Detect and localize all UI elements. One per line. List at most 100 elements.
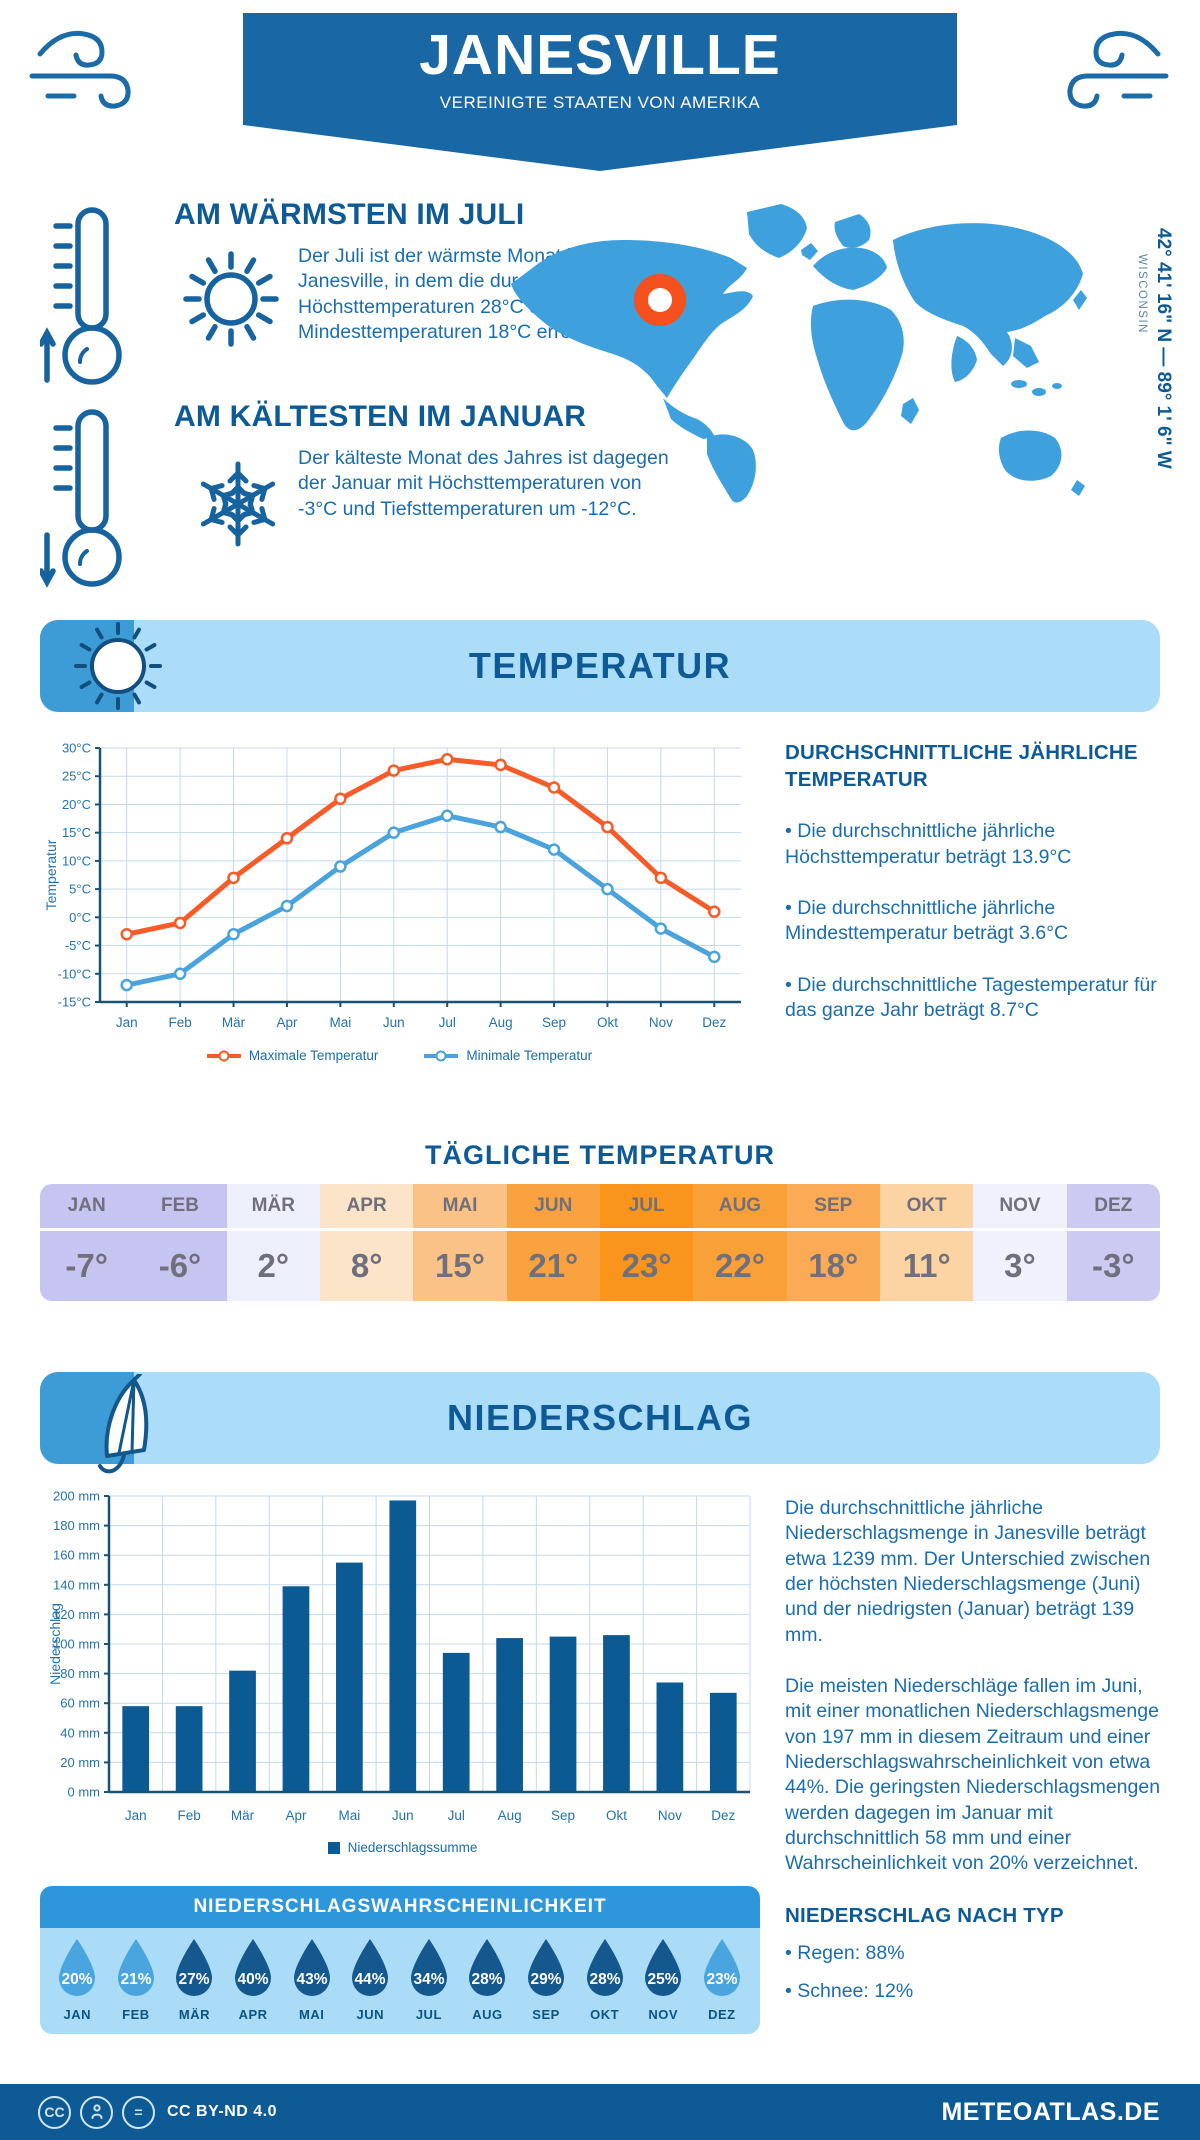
month-temperature-value: 21°	[506, 1231, 600, 1301]
droplet-icon: 23%	[703, 1939, 740, 1996]
svg-text:-5°C: -5°C	[65, 938, 91, 953]
cc-icon: CC	[38, 2095, 71, 2129]
svg-text:Jul: Jul	[448, 1808, 465, 1823]
legend-label: Maximale Temperatur	[248, 1048, 379, 1063]
svg-text:30°C: 30°C	[62, 741, 91, 756]
svg-text:28%: 28%	[472, 1971, 503, 1988]
world-map	[495, 188, 1095, 511]
svg-text:Mai: Mai	[338, 1808, 360, 1823]
svg-text:Feb: Feb	[177, 1808, 200, 1823]
droplet-icon: 21%	[117, 1939, 154, 1996]
probability-droplet: 44% JUN	[341, 1938, 400, 2022]
coldest-body: Der kälteste Monat des Jahres ist dagege…	[298, 447, 669, 520]
svg-text:Sep: Sep	[551, 1808, 575, 1823]
droplet-month-label: AUG	[472, 2007, 503, 2022]
thermometer-up-icon	[38, 202, 128, 399]
droplet-month-label: MÄR	[178, 2007, 211, 2022]
precipitation-type-heading: NIEDERSCHLAG NACH TYP	[785, 1903, 1064, 1927]
table-month-cell: FEB -6°	[133, 1184, 227, 1301]
svg-text:160 mm: 160 mm	[53, 1548, 100, 1563]
probability-droplets: 20% JAN 21% FEB 27% MÄR 40% APR 43% MAI 44% JUN 34% J…	[40, 1928, 760, 2034]
wind-icon	[26, 24, 146, 121]
svg-text:Mai: Mai	[329, 1015, 351, 1030]
svg-text:21%: 21%	[120, 1971, 151, 1988]
svg-text:80 mm: 80 mm	[60, 1666, 100, 1681]
svg-text:-10°C: -10°C	[58, 966, 91, 981]
svg-text:Feb: Feb	[168, 1015, 191, 1030]
month-temperature-value: 3°	[973, 1231, 1067, 1301]
month-label: MÄR	[226, 1184, 320, 1231]
sun-banner-icon	[72, 620, 164, 717]
temperature-section-banner: TEMPERATUR	[40, 620, 1160, 712]
probability-droplet: 43% MAI	[282, 1938, 341, 2022]
svg-text:120 mm: 120 mm	[53, 1607, 100, 1622]
table-month-cell: JUN 21°	[506, 1184, 600, 1301]
legend-label: Niederschlagssumme	[347, 1840, 478, 1855]
location-marker	[634, 274, 686, 326]
month-temperature-value: 15°	[413, 1231, 507, 1301]
svg-text:44%: 44%	[355, 1971, 386, 1988]
droplet-month-label: NOV	[648, 2007, 679, 2022]
equals-icon: =	[122, 2095, 155, 2129]
droplet-month-label: FEB	[122, 2007, 150, 2022]
precipitation-chart-legend: Niederschlagssumme	[45, 1840, 760, 1855]
coordinates-label: 42° 41' 16" N — 89° 1' 6" W	[1153, 228, 1174, 469]
droplet-month-label: MAI	[299, 2007, 325, 2022]
svg-text:Dez: Dez	[702, 1015, 726, 1030]
precipitation-probability-panel: NIEDERSCHLAGSWAHRSCHEINLICHKEIT 20% JAN 21…	[40, 1886, 760, 2034]
svg-text:Dez: Dez	[711, 1808, 735, 1823]
svg-text:Nov: Nov	[658, 1808, 682, 1823]
table-month-cell: OKT 11°	[879, 1184, 974, 1301]
table-month-cell: DEZ -3°	[1066, 1184, 1160, 1301]
precipitation-banner-title: NIEDERSCHLAG	[446, 1397, 754, 1438]
svg-text:10°C: 10°C	[62, 853, 91, 868]
table-month-cell: JUL 23°	[599, 1184, 694, 1301]
sun-icon	[178, 246, 284, 357]
svg-text:Jan: Jan	[125, 1808, 147, 1823]
header-banner	[243, 13, 957, 125]
legend-item: Maximale Temperatur	[206, 1048, 379, 1063]
page-title: JANESVILLE	[419, 23, 781, 87]
month-temperature-value: -3°	[1066, 1231, 1160, 1301]
temperature-chart-legend: Maximale Temperatur Minimale Temperatur	[42, 1048, 757, 1063]
precipitation-para2: Die meisten Niederschläge fallen im Juni…	[785, 1675, 1161, 1875]
table-month-cell: MAI 15°	[413, 1184, 507, 1301]
month-label: JUN	[506, 1184, 600, 1231]
cc-license-icons: CC =	[38, 2095, 155, 2129]
daily-temperature-heading: TÄGLICHE TEMPERATUR	[425, 1140, 775, 1170]
stats-bullet: • Die durchschnittliche jährliche Mindes…	[785, 896, 1069, 945]
svg-text:Jun: Jun	[383, 1015, 405, 1030]
table-month-cell: JAN -7°	[40, 1184, 134, 1301]
svg-text:Nov: Nov	[649, 1015, 673, 1030]
droplet-icon: 25%	[645, 1939, 682, 1996]
person-icon	[80, 2095, 113, 2129]
wind-icon	[1052, 24, 1172, 121]
temperature-line-chart: -15°C -10°C -5°C 0°C 5°C 10°C 15°C 20°C 25°C 30°C…	[42, 736, 757, 1041]
month-label: DEZ	[1066, 1184, 1160, 1231]
svg-text:20°C: 20°C	[62, 797, 91, 812]
svg-text:Apr: Apr	[285, 1808, 307, 1823]
droplet-month-label: APR	[238, 2007, 268, 2022]
legend-item: Minimale Temperatur	[424, 1048, 592, 1063]
precipitation-type-bullet: • Regen: 88%	[785, 1942, 905, 1965]
svg-text:Okt: Okt	[597, 1015, 618, 1030]
droplet-month-label: JUN	[356, 2007, 385, 2022]
table-month-cell: NOV 3°	[973, 1184, 1067, 1301]
svg-text:28%: 28%	[589, 1971, 620, 1988]
month-temperature-value: 23°	[599, 1231, 694, 1301]
svg-text:23%: 23%	[706, 1971, 737, 1988]
svg-text:20 mm: 20 mm	[60, 1755, 100, 1770]
svg-text:25°C: 25°C	[62, 769, 91, 784]
precipitation-bar-chart: 0 mm 20 mm 40 mm 60 mm 80 mm 100 mm 120 mm 140 …	[45, 1482, 760, 1835]
month-temperature-value: 11°	[879, 1231, 974, 1301]
legend-label: Minimale Temperatur	[466, 1048, 593, 1063]
droplet-icon: 40%	[235, 1939, 272, 1996]
warmest-heading: AM WÄRMSTEN IM JULI	[174, 198, 525, 231]
droplet-month-label: JAN	[63, 2007, 92, 2022]
svg-text:100 mm: 100 mm	[53, 1637, 100, 1652]
precipitation-para1: Die durchschnittliche jährliche Niedersc…	[785, 1497, 1151, 1646]
svg-text:200 mm: 200 mm	[53, 1489, 100, 1504]
header-banner-point	[243, 125, 957, 171]
stats-bullet: • Die durchschnittliche jährliche Höchst…	[785, 820, 1072, 868]
month-label: JAN	[40, 1184, 134, 1231]
